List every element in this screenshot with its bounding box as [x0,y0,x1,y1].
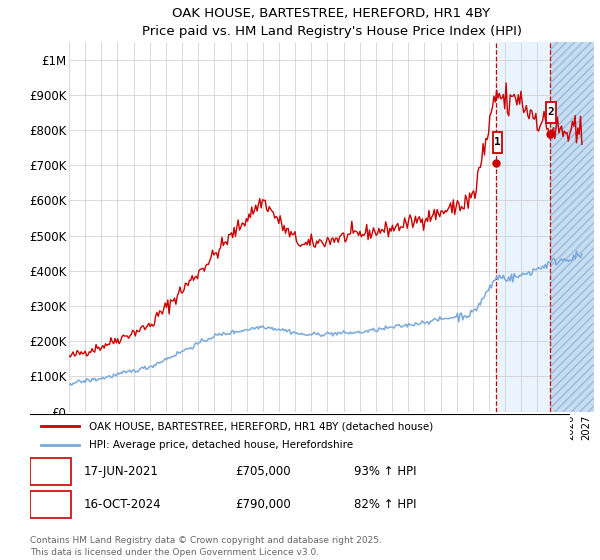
FancyBboxPatch shape [30,491,71,518]
Text: HPI: Average price, detached house, Herefordshire: HPI: Average price, detached house, Here… [89,440,353,450]
Text: 16-OCT-2024: 16-OCT-2024 [84,498,161,511]
FancyBboxPatch shape [493,132,502,153]
Text: 17-JUN-2021: 17-JUN-2021 [84,465,159,478]
Title: OAK HOUSE, BARTESTREE, HEREFORD, HR1 4BY
Price paid vs. HM Land Registry's House: OAK HOUSE, BARTESTREE, HEREFORD, HR1 4BY… [142,7,521,38]
Bar [496,42,594,412]
Text: 1: 1 [494,137,500,147]
Text: 2: 2 [47,498,54,511]
Text: 93% ↑ HPI: 93% ↑ HPI [354,465,416,478]
FancyBboxPatch shape [30,458,71,484]
Bar [550,42,594,412]
Text: £705,000: £705,000 [235,465,291,478]
Text: £790,000: £790,000 [235,498,291,511]
FancyBboxPatch shape [25,414,575,457]
Text: Contains HM Land Registry data © Crown copyright and database right 2025.
This d: Contains HM Land Registry data © Crown c… [30,536,382,557]
Text: OAK HOUSE, BARTESTREE, HEREFORD, HR1 4BY (detached house): OAK HOUSE, BARTESTREE, HEREFORD, HR1 4BY… [89,421,434,431]
Text: 82% ↑ HPI: 82% ↑ HPI [354,498,416,511]
FancyBboxPatch shape [547,102,556,123]
Text: 2: 2 [548,108,554,118]
Text: 1: 1 [47,465,54,478]
